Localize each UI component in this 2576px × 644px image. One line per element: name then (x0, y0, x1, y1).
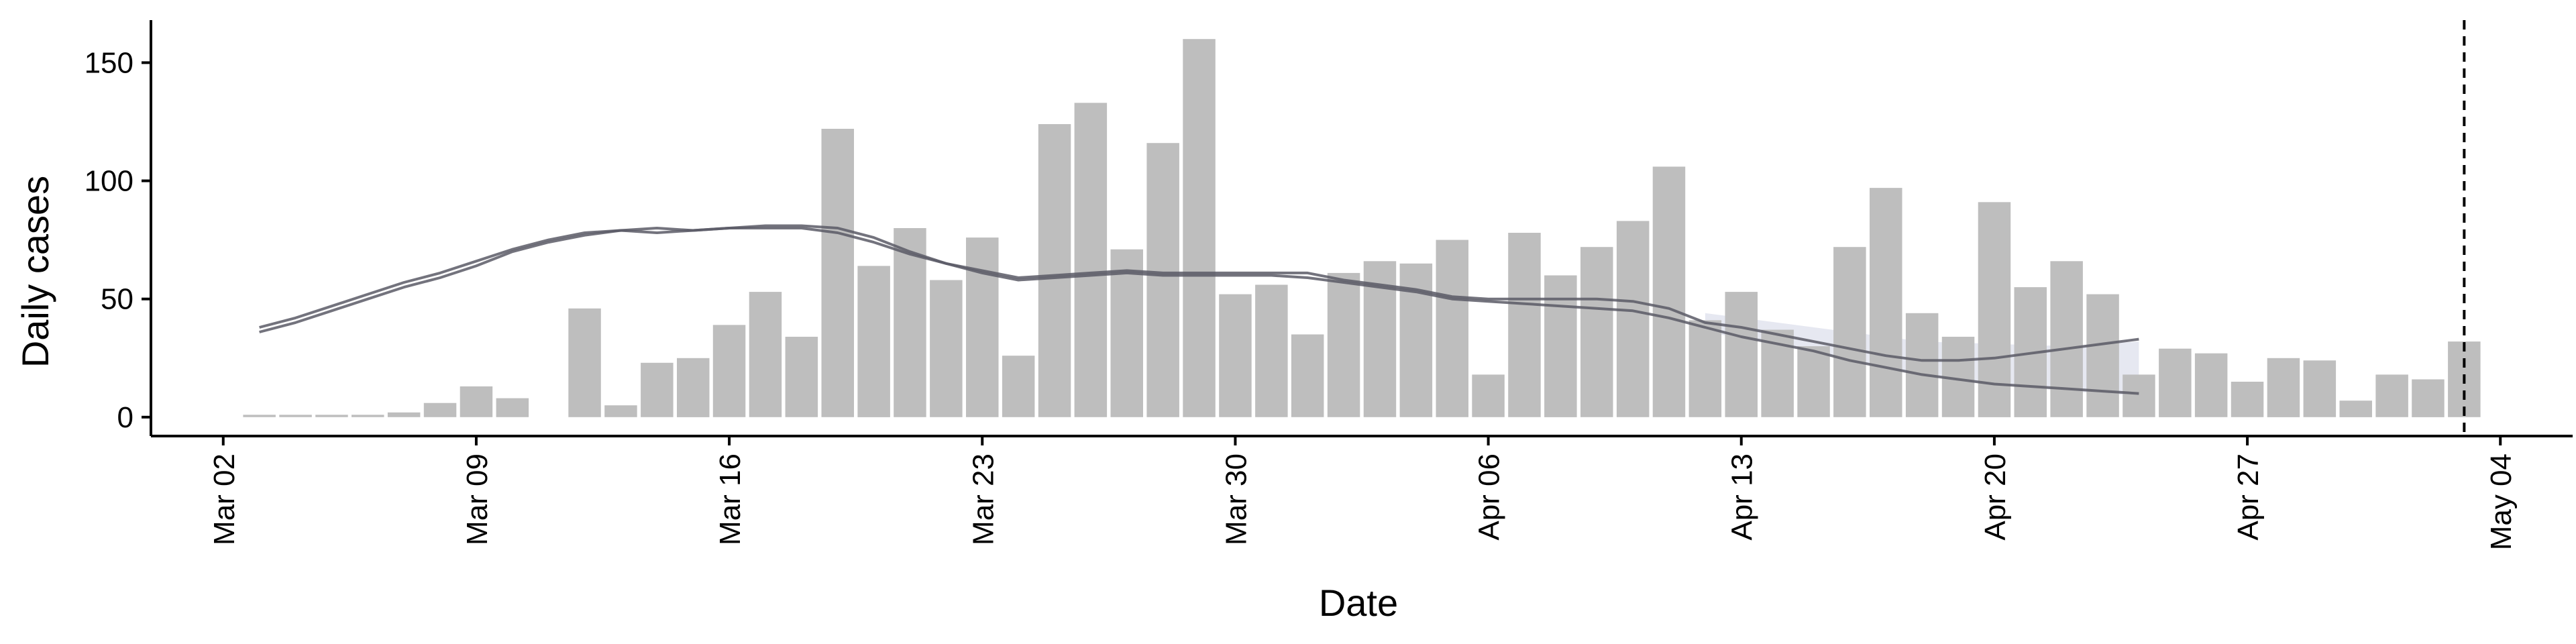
bar (930, 280, 963, 417)
bar (460, 386, 493, 417)
bar (1219, 294, 1252, 417)
bar (2231, 382, 2264, 417)
bar (1255, 284, 1288, 417)
bars-layer (243, 39, 2481, 417)
x-tick-label: Mar 30 (1220, 453, 1252, 545)
bar (279, 415, 312, 417)
bar (785, 337, 818, 417)
x-tick-label: Apr 06 (1473, 453, 1506, 541)
bar (496, 398, 529, 417)
bar (568, 308, 601, 417)
x-tick-label: Mar 16 (714, 453, 747, 545)
bar (1291, 334, 1324, 417)
bar (1580, 247, 1613, 417)
bar (1399, 263, 1433, 417)
y-tick-label: 0 (117, 401, 133, 434)
x-tick-label: Mar 02 (208, 453, 241, 545)
bar (1870, 188, 1902, 417)
smoothed-lines-layer (259, 224, 2139, 395)
bar (604, 405, 637, 417)
bar (1074, 103, 1108, 417)
bar (857, 266, 890, 417)
bar (2123, 374, 2155, 417)
bar (894, 228, 926, 417)
series-line (259, 227, 2139, 395)
bar (966, 237, 999, 417)
bar (387, 412, 421, 417)
x-tick-label: Apr 13 (1726, 453, 1759, 541)
bar (1436, 239, 1468, 417)
bar (2194, 353, 2228, 417)
bar (1797, 346, 1830, 417)
bar (1110, 249, 1143, 417)
bar (2303, 360, 2337, 417)
bar (2050, 261, 2083, 417)
bar (821, 129, 854, 417)
bar (2339, 400, 2372, 417)
x-axis-title: Date (1319, 582, 1398, 624)
bar (1508, 233, 1541, 417)
bar (1002, 356, 1035, 417)
y-tick-label: 100 (85, 165, 133, 198)
bar (677, 358, 710, 417)
bar (1616, 221, 1650, 417)
bar (1472, 374, 1505, 417)
x-tick-label: Apr 27 (2232, 453, 2265, 541)
x-tick-label: May 04 (2485, 453, 2518, 550)
y-tick-label: 50 (101, 283, 133, 316)
bar (1327, 272, 1360, 417)
bar (1038, 124, 1071, 417)
bar (423, 402, 457, 417)
bar (1652, 166, 1686, 417)
bar (352, 415, 384, 417)
bar (1725, 292, 1758, 417)
bar (1544, 275, 1577, 417)
bar (641, 362, 674, 417)
bar (2086, 294, 2119, 417)
bar (2412, 379, 2445, 417)
bar (1688, 320, 1722, 417)
bar (712, 325, 746, 417)
series-line (259, 224, 2139, 362)
bar (243, 415, 276, 417)
x-tick-label: Mar 23 (967, 453, 1000, 545)
y-axis-title: Daily cases (14, 176, 56, 368)
bar (1146, 143, 1179, 417)
bar (2267, 358, 2300, 417)
y-tick-label: 150 (85, 46, 133, 79)
bar (1833, 247, 1866, 417)
bar (1183, 39, 1216, 417)
bar (2159, 348, 2192, 417)
x-tick-label: Apr 20 (1979, 453, 2012, 541)
bar (2375, 374, 2408, 417)
bar (1905, 313, 1939, 417)
x-tick-label: Mar 09 (461, 453, 494, 545)
axes-layer: 0 50 100 150 Mar 02 Mar 09 Mar 16 Mar 23 Mar 30 A… (85, 20, 2573, 550)
bar (749, 292, 782, 417)
bar (315, 415, 348, 417)
